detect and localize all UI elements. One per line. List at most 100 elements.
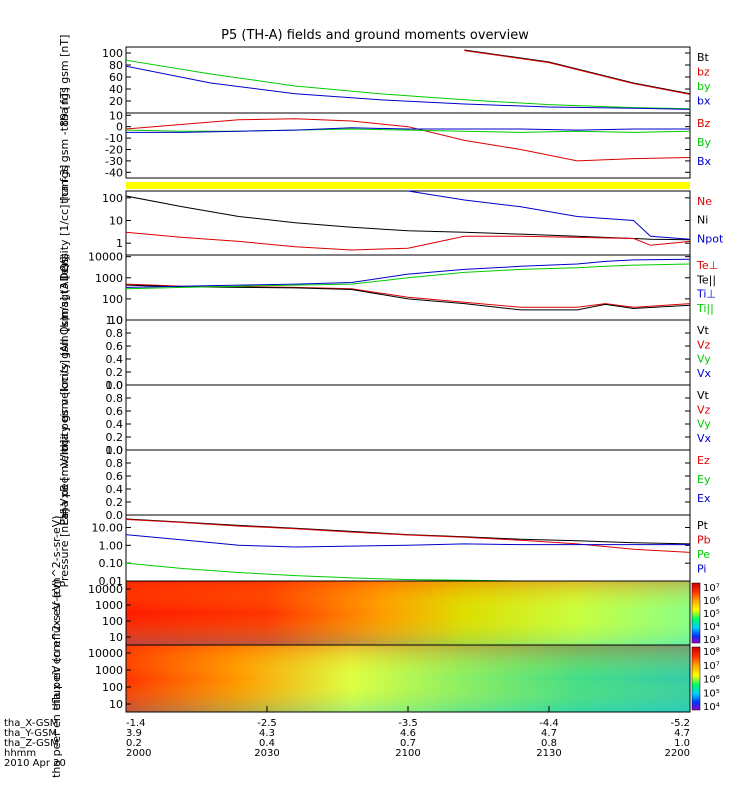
ytick-label: 0.2 bbox=[106, 496, 124, 509]
xaxis-value: 2130 bbox=[536, 748, 561, 759]
series-line-Bz bbox=[125, 118, 691, 162]
ytick-label: -10 bbox=[105, 132, 123, 145]
ytick-label: 10 bbox=[109, 214, 123, 227]
ytick-label: 20 bbox=[109, 95, 123, 108]
colorbar-label: 10⁴ bbox=[703, 622, 720, 633]
legend-item: Te⊥ bbox=[696, 259, 718, 272]
ytick-label: 0.6 bbox=[106, 470, 124, 483]
series-line-Ti⊥ bbox=[125, 258, 691, 288]
xaxis-value: 4.7 bbox=[541, 728, 557, 739]
legend-item: Pe bbox=[697, 548, 710, 561]
ytick-label: 0.8 bbox=[106, 457, 124, 470]
xaxis-value: 0.2 bbox=[126, 738, 142, 749]
xaxis-value: -2.5 bbox=[257, 718, 277, 729]
legend-item: Vt bbox=[697, 324, 710, 337]
heatmap-shade bbox=[126, 645, 690, 712]
panel-frame bbox=[125, 190, 691, 256]
series-line-Bx bbox=[126, 127, 690, 133]
legend-item: Vx bbox=[697, 367, 712, 380]
colorbar bbox=[691, 582, 701, 644]
series-line-Pb bbox=[125, 519, 691, 553]
ytick-label: 1000 bbox=[95, 599, 123, 612]
legend-item: by bbox=[697, 80, 711, 93]
panel-frame bbox=[125, 384, 691, 451]
series-line-Te⊥ bbox=[125, 283, 691, 308]
xaxis-value: 0.8 bbox=[541, 738, 557, 749]
xaxis-value: 0.4 bbox=[259, 738, 275, 749]
ytick-label: 80 bbox=[109, 59, 123, 72]
legend-item: Pt bbox=[697, 519, 709, 532]
ytick-label: 100 bbox=[102, 293, 123, 306]
ytick-label: 1.00 bbox=[99, 539, 124, 552]
series-line-Pi bbox=[125, 534, 690, 548]
series-line-bz bbox=[464, 50, 691, 95]
xaxis-value: 2000 bbox=[126, 748, 151, 759]
ytick-label: 100 bbox=[102, 681, 123, 694]
ytick-label: -20 bbox=[105, 143, 123, 156]
panel-frame bbox=[125, 112, 691, 179]
ytick-label: 0.10 bbox=[99, 557, 124, 570]
legend-item: Vt bbox=[697, 389, 710, 402]
ytick-label: 1000 bbox=[95, 272, 123, 285]
colorbar-label: 10⁵ bbox=[703, 609, 720, 620]
ytick-label: 1.0 bbox=[106, 444, 124, 457]
colorbar-label: 10⁷ bbox=[703, 583, 720, 594]
panel-frame bbox=[125, 514, 691, 582]
ytick-label: 0.2 bbox=[106, 431, 124, 444]
ytick-label: 0.2 bbox=[106, 366, 124, 379]
xaxis-value: -5.2 bbox=[670, 718, 690, 729]
xaxis-value: 1.0 bbox=[674, 738, 690, 749]
colorbar-label: 10⁴ bbox=[703, 702, 720, 713]
series-line-Pt bbox=[125, 518, 691, 545]
xaxis-value: 4.3 bbox=[259, 728, 275, 739]
ytick-label: 10.00 bbox=[92, 521, 124, 534]
panel-frame bbox=[125, 319, 691, 386]
ylabel: tha fgs gsm -t89 [nT] bbox=[58, 87, 71, 204]
legend-item: Ti|| bbox=[696, 302, 714, 315]
colorbar-label: 10⁷ bbox=[703, 661, 720, 672]
legend-item: Npot bbox=[697, 232, 724, 245]
series-line-by bbox=[125, 59, 691, 110]
ytick-label: 0.8 bbox=[106, 392, 124, 405]
series-line-Te|| bbox=[125, 284, 691, 311]
legend-item: Ex bbox=[697, 492, 711, 505]
legend-item: Ni bbox=[697, 214, 708, 227]
separator-bar bbox=[126, 182, 690, 189]
legend-item: Bt bbox=[697, 51, 710, 64]
ylabel: tha peir velocity gsm [km/s] (All Qs) bbox=[58, 253, 71, 451]
legend-item: Te|| bbox=[696, 273, 716, 286]
xaxis-value: 2100 bbox=[395, 748, 420, 759]
xaxis-value: -4.4 bbox=[539, 718, 559, 729]
xaxis-value: 0.7 bbox=[400, 738, 416, 749]
series-line-Ni bbox=[125, 195, 691, 241]
legend-item: Pi bbox=[697, 563, 706, 576]
ytick-label: 10000 bbox=[88, 251, 123, 264]
ytick-label: -40 bbox=[105, 166, 123, 179]
ytick-label: 100 bbox=[102, 615, 123, 628]
legend-item: bz bbox=[697, 66, 710, 79]
ylabel: Pressure [nPa] bbox=[58, 509, 71, 588]
xaxis-value: -1.4 bbox=[126, 718, 146, 729]
ytick-label: 0.0 bbox=[106, 444, 124, 457]
ytick-label: 0.8 bbox=[106, 327, 124, 340]
legend-item: Ez bbox=[697, 454, 710, 467]
legend-item: Vy bbox=[697, 418, 711, 431]
legend-item: Vz bbox=[697, 338, 711, 351]
xaxis-row-label: tha_X-GSM bbox=[4, 718, 58, 729]
ytick-label: 0 bbox=[116, 121, 123, 134]
ylabel: tha peer en eflux eV (cm^2-s-sr-eV) bbox=[50, 579, 63, 778]
ytick-label: -30 bbox=[105, 155, 123, 168]
ylabel: E=-VxB [mV/m] bbox=[58, 440, 71, 526]
ytick-label: 10 bbox=[109, 109, 123, 122]
legend-item: Bx bbox=[697, 155, 712, 168]
ylabel: magt3 [eV] bbox=[58, 256, 71, 318]
ylabel: tha peer velocity gsm [km/s] (All Qs) bbox=[58, 316, 71, 518]
xaxis-date: 2010 Apr 20 bbox=[4, 758, 66, 769]
ytick-label: 10 bbox=[109, 314, 123, 327]
xaxis-value: 2200 bbox=[665, 748, 690, 759]
series-line-bx bbox=[125, 65, 691, 110]
legend-item: Vz bbox=[697, 403, 711, 416]
ytick-label: 60 bbox=[109, 71, 123, 84]
